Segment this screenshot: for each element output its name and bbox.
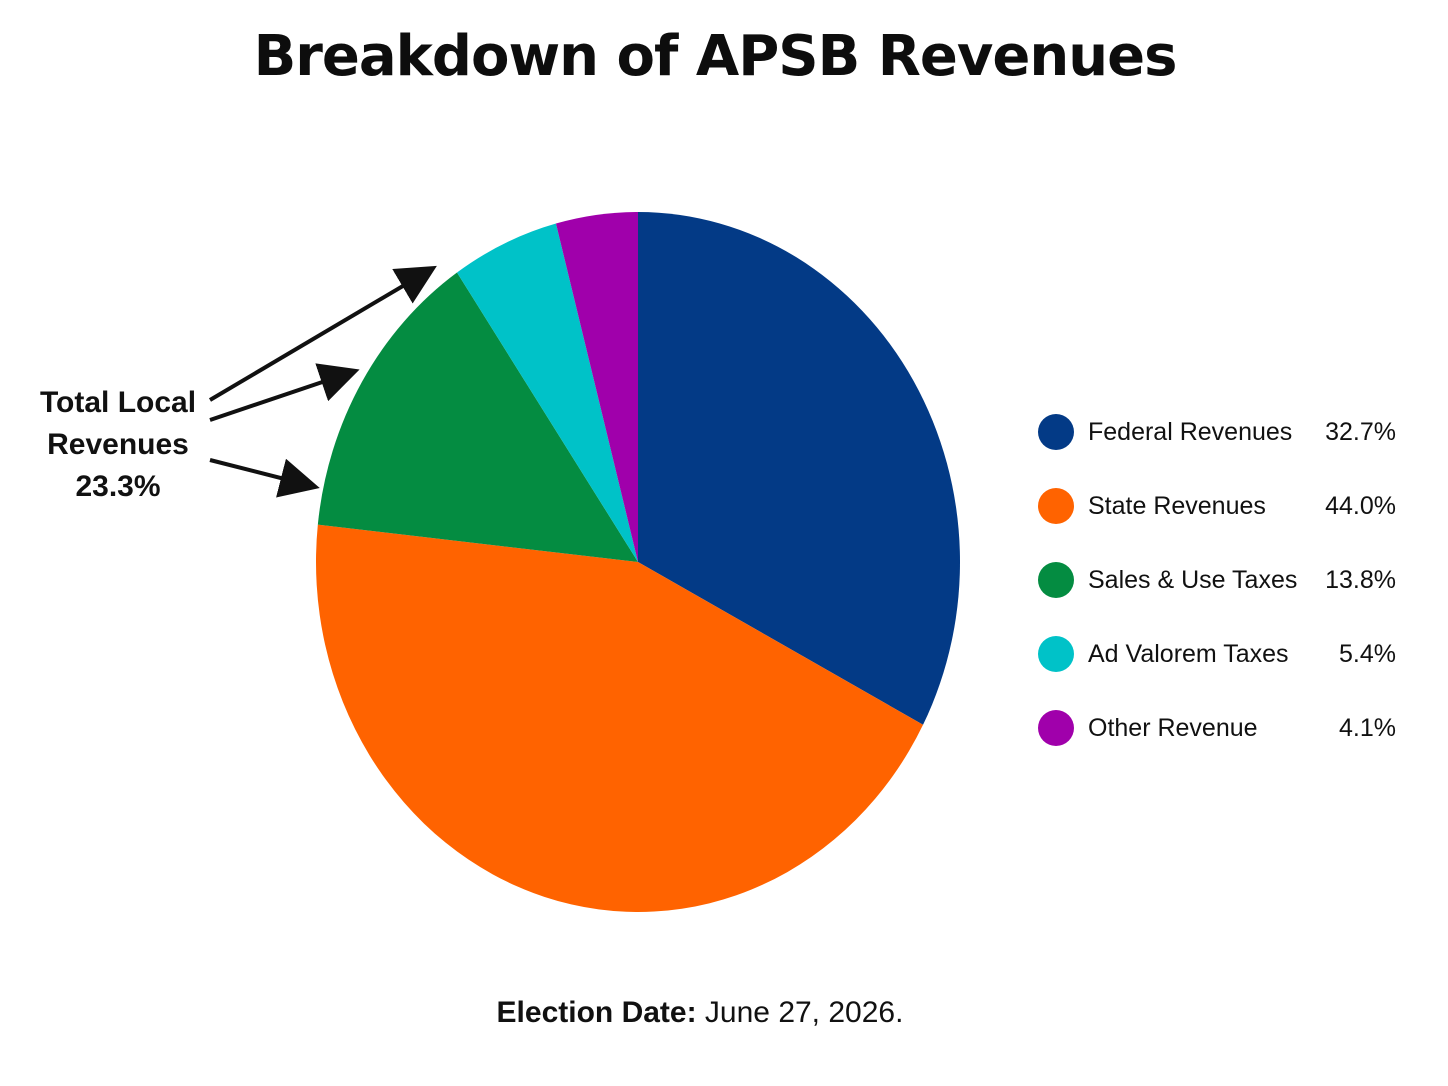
legend-value-federal: 32.7% [1325, 418, 1396, 446]
pie-slice-other [555, 212, 638, 562]
legend-swatch-state [1038, 488, 1074, 524]
legend-swatch-federal [1038, 414, 1074, 450]
annotation-arrows [208, 265, 437, 498]
legend-swatch-sales-use [1038, 562, 1074, 598]
legend-swatch-ad-valorem [1038, 636, 1074, 672]
legend-item-federal: Federal Revenues 32.7% [1036, 412, 1408, 486]
legend-value-state: 44.0% [1325, 492, 1396, 520]
legend-swatch-other [1038, 710, 1074, 746]
footer: Election Date: June 27, 2026. [0, 996, 1400, 1030]
legend-label-other: Other Revenue [1088, 714, 1258, 742]
legend-item-other: Other Revenue 4.1% [1036, 708, 1408, 782]
annotation-line-3: 23.3% [75, 470, 161, 503]
legend-label-federal: Federal Revenues [1088, 418, 1293, 446]
pie-slice-sales-use [317, 272, 638, 562]
legend-label-ad-valorem: Ad Valorem Taxes [1088, 640, 1289, 668]
legend-item-ad-valorem: Ad Valorem Taxes 5.4% [1036, 634, 1408, 708]
pie-slices [316, 212, 961, 913]
annotation-line-1: Total Local [39, 386, 197, 419]
legend-value-sales-use: 13.8% [1325, 566, 1396, 594]
legend-item-sales-use: Sales & Use Taxes 13.8% [1036, 560, 1408, 634]
legend-value-other: 4.1% [1339, 714, 1396, 742]
chart-legend: Federal Revenues 32.7% State Revenues 44… [1036, 412, 1408, 782]
election-date-value: June 27, 2026. [696, 996, 904, 1029]
legend-item-state: State Revenues 44.0% [1036, 486, 1408, 560]
pie-slice-federal [638, 212, 961, 725]
annotation-arrow-sales [209, 458, 320, 498]
annotation-line-2: Revenues [47, 428, 189, 461]
annotation-arrow-other [208, 265, 437, 402]
pie-slice-state [316, 524, 924, 913]
annotation-arrow-ad-valorem [209, 363, 360, 422]
election-date-label: Election Date: [496, 996, 697, 1029]
legend-label-state: State Revenues [1088, 492, 1266, 520]
pie-slice-ad-valorem [457, 223, 638, 562]
local-revenues-annotation: Total Local Revenues 23.3% [28, 382, 208, 508]
chart-title: Breakdown of APSB Revenues [253, 24, 1178, 89]
legend-label-sales-use: Sales & Use Taxes [1088, 566, 1298, 594]
legend-value-ad-valorem: 5.4% [1339, 640, 1396, 668]
